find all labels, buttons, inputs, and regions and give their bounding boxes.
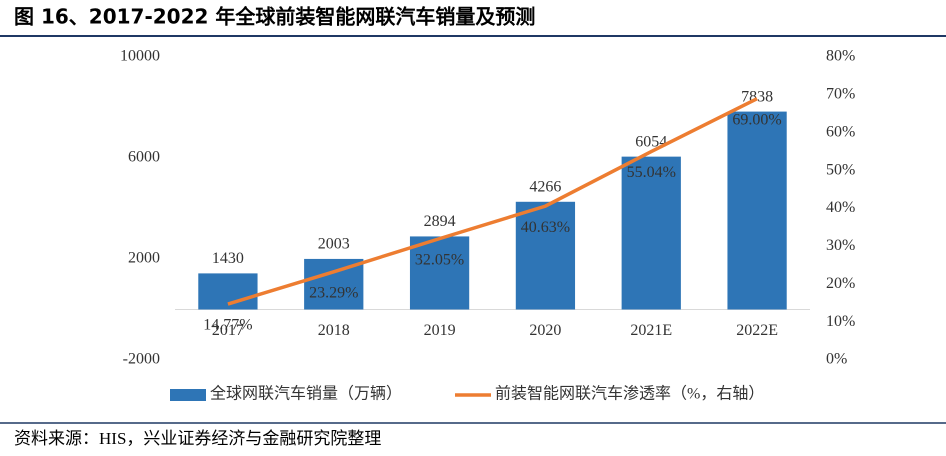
y2-tick-label: 10% — [826, 313, 855, 330]
y2-tick-label: 20% — [826, 275, 855, 292]
y-tick-label: 10000 — [120, 48, 160, 65]
y-tick-label: 6000 — [128, 149, 160, 166]
bar — [621, 156, 681, 310]
line-value-label: 69.00% — [732, 111, 781, 128]
chart-title: 图 16、2017-2022 年全球前装智能网联汽车销量及预测 — [14, 5, 535, 29]
bar-value-label: 1430 — [212, 250, 244, 267]
line-value-label: 32.05% — [415, 251, 464, 268]
bar — [198, 273, 258, 310]
x-tick-label: 2017 — [212, 322, 244, 339]
legend-swatch — [170, 389, 206, 401]
x-tick-label: 2019 — [424, 322, 456, 339]
y2-tick-label: 0% — [826, 351, 847, 368]
y-tick-label: -2000 — [123, 351, 160, 368]
line-value-label: 23.29% — [309, 284, 358, 301]
legend-label: 前装智能网联汽车渗透率（%，右轴） — [495, 385, 764, 403]
line-value-label: 40.63% — [521, 219, 570, 236]
bar-value-label: 2894 — [424, 213, 456, 230]
bar — [409, 236, 470, 310]
legend-label: 全球网联汽车销量（万辆） — [210, 385, 402, 403]
x-tick-label: 2021E — [630, 322, 672, 339]
y-tick-label: 2000 — [128, 250, 160, 267]
line — [227, 97, 758, 306]
bar — [727, 111, 787, 310]
bar-value-label: 2003 — [318, 236, 350, 253]
bar — [515, 201, 576, 310]
y2-tick-label: 60% — [826, 123, 855, 140]
y2-tick-label: 30% — [826, 237, 855, 254]
bar-value-label: 4266 — [529, 178, 561, 195]
x-tick-label: 2022E — [736, 322, 778, 339]
x-tick-label: 2020 — [529, 322, 561, 339]
y2-tick-label: 80% — [826, 48, 855, 65]
line-value-label: 14.77% — [203, 317, 252, 334]
x-tick-label: 2018 — [318, 322, 350, 339]
line-value-label: 55.04% — [627, 164, 676, 181]
y2-tick-label: 70% — [826, 86, 855, 103]
y2-tick-label: 50% — [826, 161, 855, 178]
y2-tick-label: 40% — [826, 199, 855, 216]
source: 资料来源：HIS，兴业证券经济与金融研究院整理 — [14, 429, 381, 448]
